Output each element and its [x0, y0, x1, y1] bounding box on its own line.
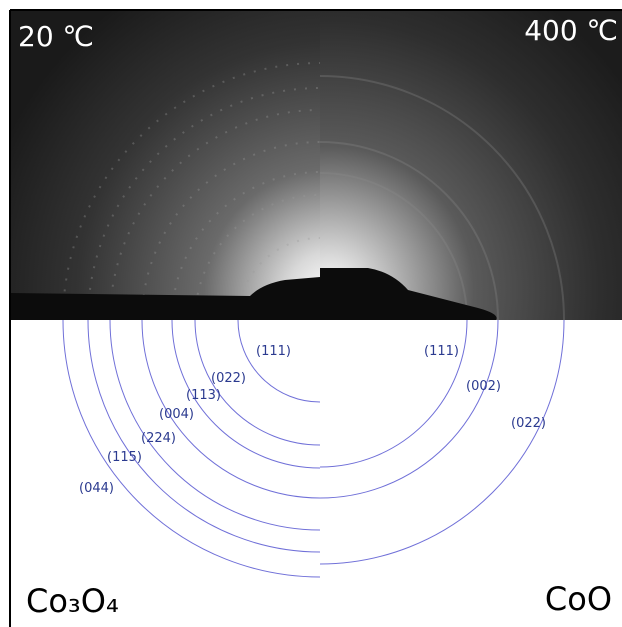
ring-label: (115) — [107, 450, 142, 465]
beam-stopper — [10, 268, 497, 320]
arcs-left — [62, 319, 321, 578]
diffraction-right — [320, 10, 622, 320]
phase-right: CoO — [545, 580, 612, 618]
ring-label: (111) — [424, 344, 459, 359]
ring-label: (022) — [511, 416, 546, 431]
ring-label: (113) — [186, 388, 221, 403]
phase-left: Co₃O₄ — [26, 582, 119, 620]
ring-label: (022) — [211, 371, 246, 386]
temperature-left: 20 ℃ — [18, 20, 94, 53]
temperature-right: 400 ℃ — [524, 14, 618, 47]
ring-label: (004) — [159, 407, 194, 422]
diffraction-left — [10, 10, 320, 320]
ring-label: (044) — [79, 481, 114, 496]
ring-label: (224) — [141, 431, 176, 446]
ring-label: (111) — [256, 344, 291, 359]
ring-label: (002) — [466, 379, 501, 394]
arcs-right — [319, 319, 565, 565]
